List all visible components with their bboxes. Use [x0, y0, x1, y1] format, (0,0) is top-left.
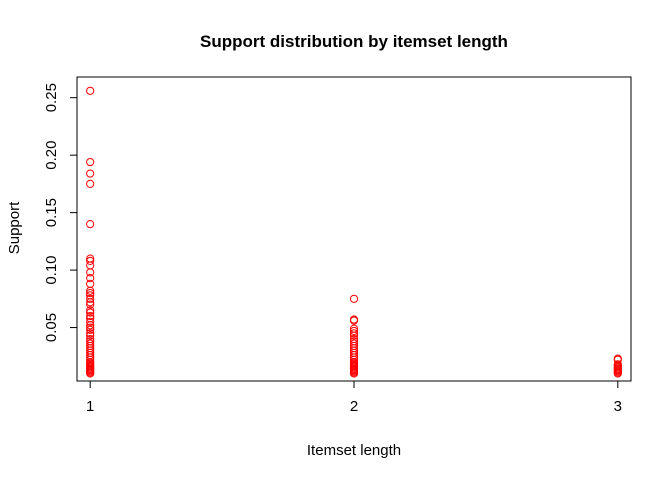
data-point [349, 316, 359, 325]
y-axis: 0.05 0.10 0.15 0.20 0.25 [43, 83, 78, 342]
data-point [86, 325, 95, 334]
data-points [86, 86, 622, 378]
data-point [349, 294, 359, 303]
y-tick-label: 0.15 [43, 198, 60, 227]
x-tick-label: 1 [86, 398, 94, 415]
data-point [86, 369, 95, 378]
data-point [349, 329, 359, 338]
data-point [86, 311, 95, 321]
data-point [349, 369, 359, 378]
data-point [349, 331, 359, 340]
y-tick-label: 0.25 [43, 83, 60, 112]
y-tick-label: 0.05 [43, 313, 60, 342]
data-point [86, 321, 95, 330]
data-point [86, 331, 95, 340]
data-point [86, 268, 95, 277]
data-point [86, 306, 95, 315]
data-point [86, 329, 95, 338]
x-tick-label: 2 [350, 398, 358, 415]
data-point [86, 294, 95, 303]
data-point [86, 157, 95, 167]
data-point [86, 169, 95, 178]
x-axis-label: Itemset length [307, 442, 401, 459]
y-tick-label: 0.10 [43, 255, 60, 284]
y-axis-label: Support [6, 201, 23, 254]
data-point [86, 86, 95, 95]
data-point [86, 256, 95, 265]
chart-title: Support distribution by itemset length [200, 32, 508, 51]
data-point [86, 300, 95, 309]
y-tick-label: 0.20 [43, 141, 60, 170]
data-point [86, 323, 95, 332]
x-axis: 1 2 3 [86, 380, 622, 415]
data-point [86, 179, 95, 188]
data-point [86, 261, 95, 270]
data-point [86, 317, 95, 326]
data-point [86, 286, 95, 295]
data-point [349, 326, 359, 336]
x-tick-label: 3 [614, 398, 622, 415]
data-point [86, 220, 95, 229]
data-point [86, 274, 95, 283]
data-point [86, 288, 95, 298]
data-point [86, 308, 95, 317]
data-point [86, 298, 95, 307]
data-point [613, 369, 622, 378]
